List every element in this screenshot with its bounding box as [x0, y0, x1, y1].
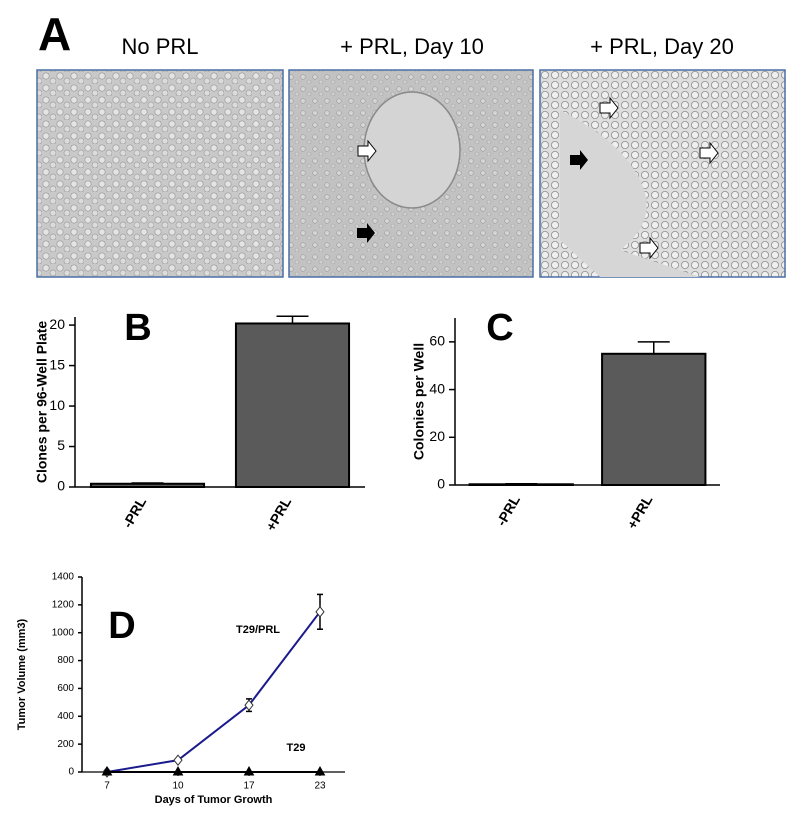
series-label: T29/PRL [236, 624, 280, 636]
y-tick-label: 200 [57, 739, 74, 750]
micrograph [539, 69, 786, 278]
y-tick-label: 0 [68, 767, 74, 778]
image-title: + PRL, Day 20 [590, 34, 734, 59]
y-tick-label: 1200 [52, 599, 75, 610]
panel-label: B [124, 307, 151, 349]
bar [601, 352, 707, 486]
panel-label: A [38, 8, 71, 60]
y-tick-label: 0 [437, 476, 445, 492]
y-axis-title: Colonies per Well [411, 343, 427, 460]
marker [244, 699, 254, 711]
marker [101, 765, 113, 776]
y-tick-label: 600 [57, 683, 74, 694]
x-tick-label: 7 [104, 781, 110, 792]
x-axis-title: Days of Tumor Growth [155, 794, 273, 806]
y-tick-label: 10 [49, 397, 65, 413]
x-tick-label: 17 [243, 781, 255, 792]
bar [234, 322, 351, 488]
x-tick-label: -PRL [119, 494, 149, 531]
micrograph [36, 69, 284, 278]
y-tick-label: 60 [429, 333, 445, 349]
y-tick-label: 15 [49, 356, 65, 372]
y-tick-label: 800 [57, 655, 74, 666]
marker [172, 765, 184, 776]
y-tick-label: 1000 [52, 627, 75, 638]
series-label: T29 [287, 742, 306, 754]
y-tick-label: 20 [429, 428, 445, 444]
x-tick-label: -PRL [493, 492, 523, 529]
y-tick-label: 0 [57, 478, 65, 494]
image-title: No PRL [121, 34, 198, 59]
y-tick-label: 40 [429, 380, 445, 396]
y-tick-label: 5 [57, 437, 65, 453]
y-axis-title: Tumor Volume (mm3) [16, 618, 28, 730]
micrograph [288, 69, 534, 278]
marker [243, 765, 255, 776]
x-tick-label: +PRL [624, 492, 656, 532]
panel-label: D [108, 605, 135, 647]
y-tick-label: 1400 [52, 572, 75, 583]
panel-label: C [486, 307, 513, 349]
y-tick-label: 400 [57, 711, 74, 722]
x-tick-label: 10 [172, 781, 184, 792]
marker [314, 765, 326, 776]
x-tick-label: 23 [314, 781, 326, 792]
bar [89, 482, 206, 488]
image-title: + PRL, Day 10 [340, 34, 484, 59]
y-tick-label: 20 [49, 316, 65, 332]
y-axis-title: Clones per 96-Well Plate [34, 321, 50, 484]
series-line [106, 611, 321, 773]
x-tick-label: +PRL [262, 494, 294, 534]
marker [173, 754, 183, 766]
marker [315, 606, 325, 618]
